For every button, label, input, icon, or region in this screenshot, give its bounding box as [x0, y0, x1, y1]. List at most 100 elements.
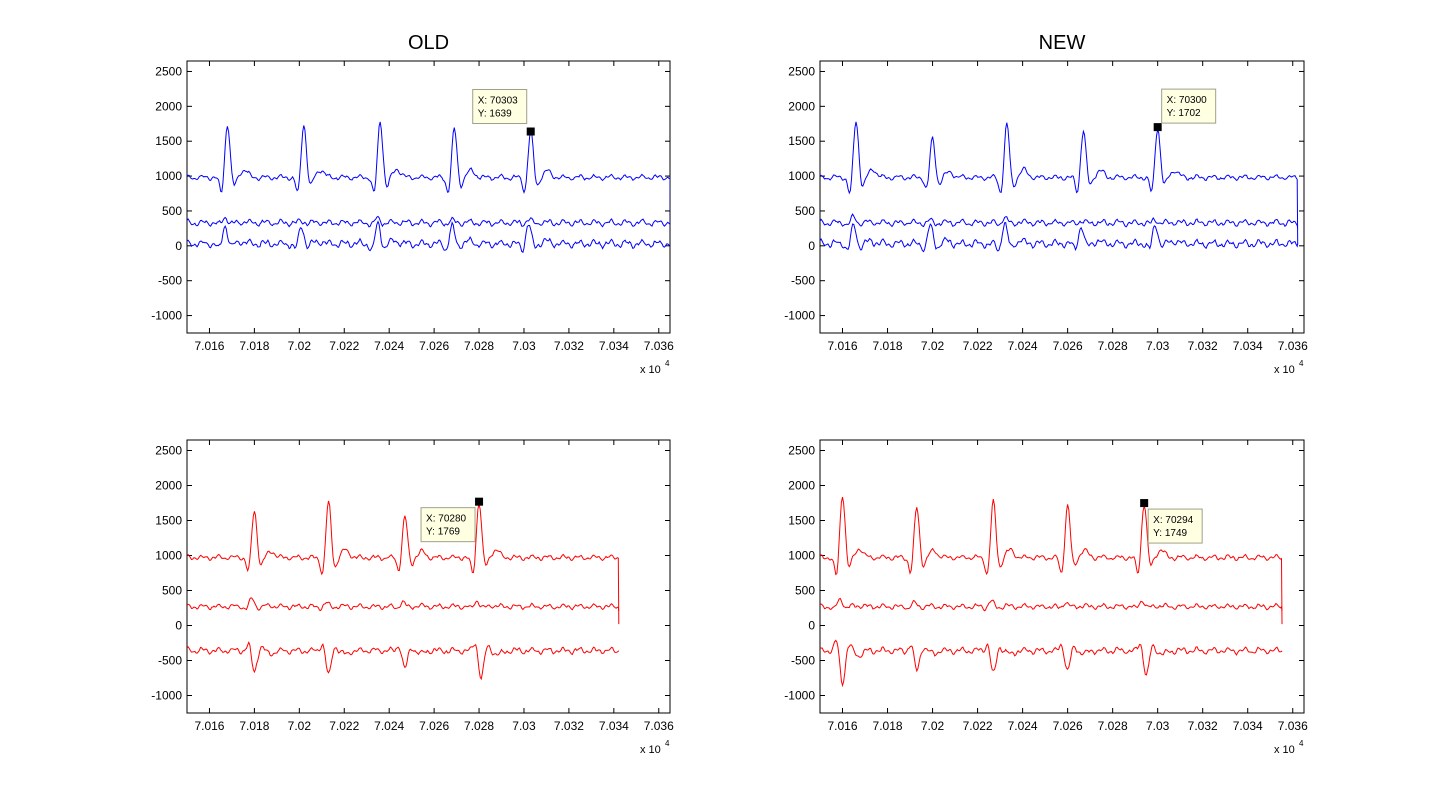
subplot-1: OLD -1000 -500 0 500 1000 1500 2000 2500 7.016 7.0… [151, 32, 674, 376]
datatip-box [420, 507, 476, 543]
axes-box [186, 60, 671, 334]
y-tick-label: 1000 [788, 169, 815, 183]
x-tick-label: 7.016 [827, 339, 857, 353]
x-tick-label: 7.026 [1053, 339, 1083, 353]
series-line-2 [820, 213, 1299, 229]
y-tick-label: 2000 [155, 99, 182, 113]
x-tick-label: 7.034 [599, 719, 629, 733]
datatip-box [472, 89, 528, 125]
x-tick-label: 7.036 [1278, 719, 1308, 733]
y-tick-label: 2500 [788, 444, 815, 458]
axes-box [819, 439, 1305, 714]
x-tick-label: 7.024 [1008, 719, 1038, 733]
y-tick-label: 500 [795, 204, 815, 218]
y-tick-label: 1000 [155, 549, 182, 563]
x-tick-label: 7.018 [873, 719, 903, 733]
series-line-2 [820, 597, 1283, 612]
x-tick-label: 7.016 [194, 339, 224, 353]
axes-box [186, 439, 671, 714]
x-tick-label: 7.016 [827, 719, 857, 733]
datatip-y: Y: 1639 [478, 109, 512, 120]
x-tick-label: 7.028 [1098, 719, 1128, 733]
datatip-y: Y: 1769 [426, 527, 460, 538]
datatip-x: X: 70280 [426, 514, 466, 525]
series-line-1 [187, 121, 670, 245]
y-tick-label: -500 [158, 274, 182, 288]
datatip-box [1147, 508, 1203, 544]
y-tick-label: 1500 [155, 134, 182, 148]
datatip-marker[interactable] [1153, 123, 1162, 132]
series-line-3 [820, 222, 1299, 253]
x-tick-label: 7.03 [512, 719, 536, 733]
series-line-1 [820, 121, 1299, 245]
x-tick-label: 7.024 [1008, 339, 1038, 353]
series-line-2 [187, 597, 620, 612]
y-tick-label: 0 [175, 619, 182, 633]
x-tick-label: 7.032 [554, 339, 584, 353]
datatip-marker[interactable] [1140, 499, 1149, 508]
x-tick-label: 7.016 [194, 719, 224, 733]
y-tick-label: 1000 [788, 549, 815, 563]
datatip[interactable]: X: 70303 Y: 1639 [472, 89, 528, 125]
y-tick-label: -500 [791, 654, 815, 668]
x-exponent-base: x 10 [1274, 364, 1295, 376]
x-tick-label: 7.036 [644, 719, 674, 733]
y-tick-label: 2500 [155, 444, 182, 458]
chart-title: NEW [1039, 32, 1086, 54]
subplot-2: NEW -1000 -500 0 500 1000 1500 2000 2500 7.016 7.0… [784, 32, 1308, 376]
x-tick-label: 7.018 [239, 719, 269, 733]
series-line-1 [820, 496, 1283, 625]
datatip[interactable]: X: 70280 Y: 1769 [420, 507, 476, 543]
x-exponent-base: x 10 [1274, 744, 1295, 756]
x-tick-label: 7.034 [599, 339, 629, 353]
y-tick-label: 1000 [155, 169, 182, 183]
datatip[interactable]: X: 70294 Y: 1749 [1147, 508, 1203, 544]
y-tick-label: 500 [162, 204, 182, 218]
x-tick-label: 7.032 [554, 719, 584, 733]
subplot-3: -1000 -500 0 500 1000 1500 2000 2500 7.016 7.018 7… [151, 439, 674, 756]
datatip-marker[interactable] [526, 127, 535, 136]
x-tick-label: 7.022 [963, 719, 993, 733]
datatip-x: X: 70303 [478, 96, 518, 107]
datatip-marker[interactable] [475, 497, 484, 506]
y-tick-label: 0 [808, 619, 815, 633]
y-tick-label: 0 [175, 239, 182, 253]
datatip-x: X: 70294 [1153, 515, 1193, 526]
y-tick-label: 2500 [788, 64, 815, 78]
x-exponent-base: x 10 [640, 364, 661, 376]
x-tick-label: 7.022 [329, 719, 359, 733]
axes-box [819, 60, 1305, 334]
x-tick-label: 7.032 [1188, 719, 1218, 733]
series-line-3 [820, 639, 1283, 688]
y-tick-label: -500 [158, 654, 182, 668]
y-tick-label: -500 [791, 274, 815, 288]
x-exponent-power: 4 [1299, 739, 1304, 748]
chart-title: OLD [408, 32, 449, 54]
y-tick-label: 1500 [788, 514, 815, 528]
x-tick-label: 7.024 [374, 339, 404, 353]
x-tick-label: 7.036 [644, 339, 674, 353]
x-tick-label: 7.03 [1146, 719, 1170, 733]
series-line-3 [187, 640, 620, 681]
y-tick-label: 2500 [155, 64, 182, 78]
datatip-box [1161, 88, 1217, 124]
series-line-2 [187, 215, 670, 229]
x-tick-label: 7.026 [419, 339, 449, 353]
x-tick-label: 7.02 [288, 719, 312, 733]
series-line-3 [187, 220, 670, 254]
x-tick-label: 7.02 [288, 339, 312, 353]
datatip-x: X: 70300 [1167, 95, 1207, 106]
y-tick-label: -1000 [151, 689, 182, 703]
y-tick-label: -1000 [784, 689, 815, 703]
y-tick-label: -1000 [151, 309, 182, 323]
x-tick-label: 7.026 [1053, 719, 1083, 733]
x-tick-label: 7.034 [1233, 339, 1263, 353]
x-tick-label: 7.034 [1233, 719, 1263, 733]
subplot-4: -1000 -500 0 500 1000 1500 2000 2500 7.016 7.018 7… [784, 439, 1308, 756]
y-tick-label: 2000 [155, 479, 182, 493]
x-tick-label: 7.036 [1278, 339, 1308, 353]
x-tick-label: 7.022 [329, 339, 359, 353]
datatip[interactable]: X: 70300 Y: 1702 [1161, 88, 1217, 124]
x-tick-label: 7.018 [239, 339, 269, 353]
